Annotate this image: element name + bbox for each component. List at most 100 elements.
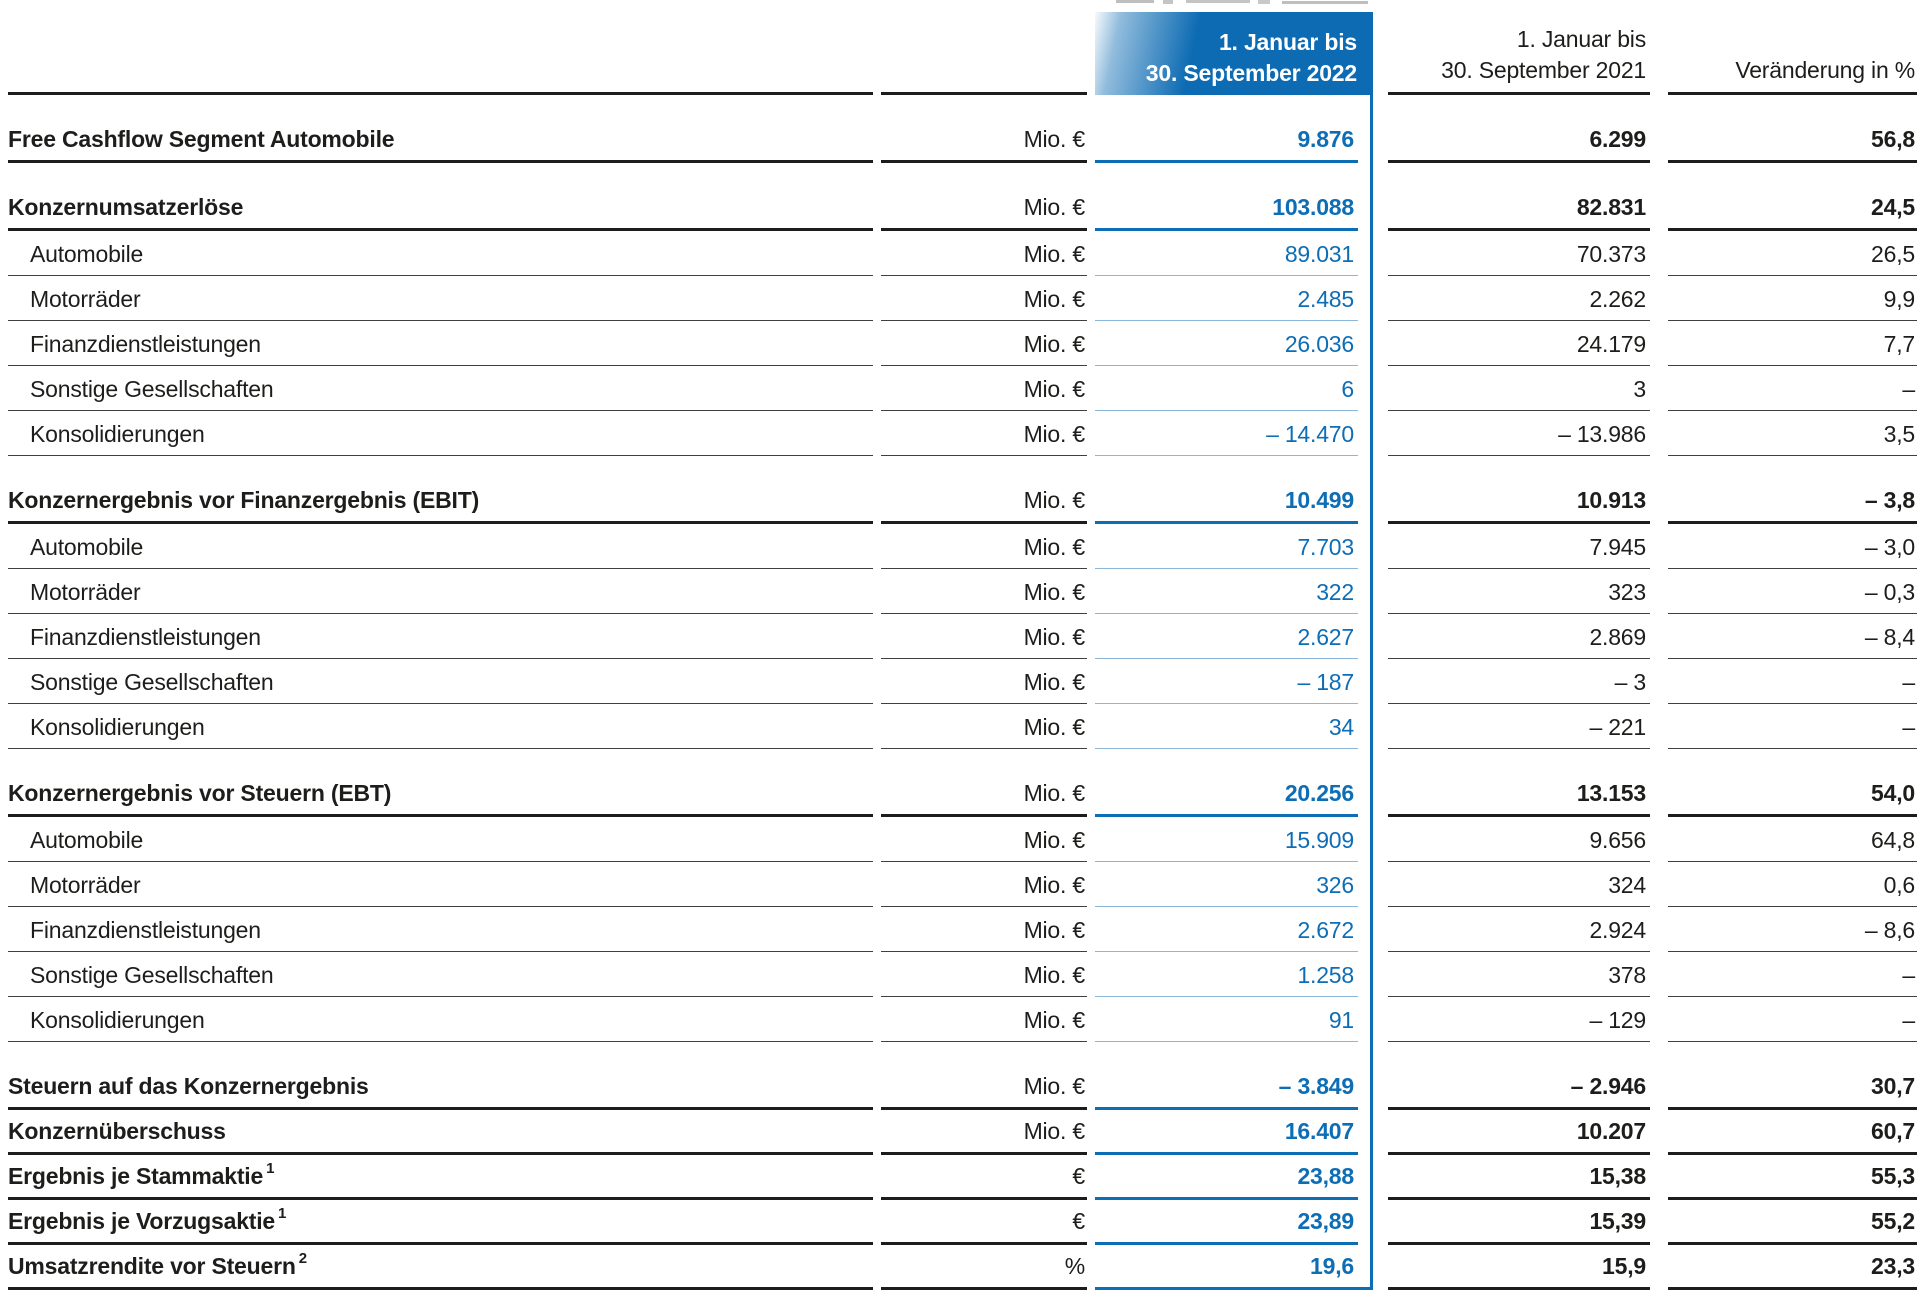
row-change: – 0,3 xyxy=(1668,569,1917,614)
row-label: Konzernüberschuss xyxy=(8,1110,873,1155)
row-change: 24,5 xyxy=(1668,163,1917,231)
row-label-text: Konsolidierungen xyxy=(30,1007,205,1033)
row-unit: Mio. € xyxy=(881,163,1087,231)
row-unit: Mio. € xyxy=(881,524,1087,569)
period-current-line2: 30. September 2022 xyxy=(1145,60,1357,86)
row-label-text: Motorräder xyxy=(30,579,141,605)
row-value-current: – 187 xyxy=(1095,659,1373,704)
row-value-current: 10.499 xyxy=(1095,456,1373,524)
row-value-prior: 7.945 xyxy=(1388,524,1650,569)
row-value-current-text: 34 xyxy=(1095,704,1358,749)
row-value-current: 23,88 xyxy=(1095,1155,1373,1200)
row-value-current-text: – 3.849 xyxy=(1095,1042,1358,1110)
row-change: 23,3 xyxy=(1668,1245,1917,1290)
period-prior-line1: 1. Januar bis xyxy=(1516,26,1646,52)
table-header-row: 1. Januar bis 30. September 2022 1. Janu… xyxy=(8,0,1917,95)
row-value-prior: 15,38 xyxy=(1388,1155,1650,1200)
row-unit: Mio. € xyxy=(881,749,1087,817)
row-unit: Mio. € xyxy=(881,95,1087,163)
footnote-marker: 1 xyxy=(278,1205,287,1222)
row-value-current-text: 19,6 xyxy=(1095,1245,1373,1290)
row-label: Automobile xyxy=(8,524,873,569)
row-label-text: Ergebnis je Vorzugsaktie xyxy=(8,1208,276,1234)
highlight-column-right-border xyxy=(1370,95,1373,1290)
row-value-current-text: 23,89 xyxy=(1095,1200,1358,1245)
row-unit: € xyxy=(881,1155,1087,1200)
row-change: 56,8 xyxy=(1668,95,1917,163)
row-value-prior: 2.924 xyxy=(1388,907,1650,952)
row-change: – 3,0 xyxy=(1668,524,1917,569)
row-label: Motorräder xyxy=(8,569,873,614)
row-label: Automobile xyxy=(8,231,873,276)
row-label: Umsatzrendite vor Steuern 2 xyxy=(8,1245,873,1290)
row-label-text: Konsolidierungen xyxy=(30,421,205,447)
table-row: Umsatzrendite vor Steuern 2% 19,6 15,9 23,3 xyxy=(8,1245,1917,1290)
row-label-text: Motorräder xyxy=(30,286,141,312)
row-unit: Mio. € xyxy=(881,614,1087,659)
row-value-current-text: 2.627 xyxy=(1095,614,1358,659)
row-label: Finanzdienstleistungen xyxy=(8,907,873,952)
row-value-prior: 15,39 xyxy=(1388,1200,1650,1245)
row-change: – xyxy=(1668,704,1917,749)
row-value-current-text: 9.876 xyxy=(1095,95,1358,163)
table-row: Konsolidierungen Mio. €34 – 221– xyxy=(8,704,1917,749)
row-change: 60,7 xyxy=(1668,1110,1917,1155)
row-label-text: Konzernumsatzerlöse xyxy=(8,194,244,220)
row-value-prior: – 129 xyxy=(1388,997,1650,1042)
header-period-prior: 1. Januar bis 30. September 2021 xyxy=(1388,0,1650,95)
footnote-marker: 2 xyxy=(298,1250,307,1267)
row-value-current-text: 10.499 xyxy=(1095,456,1358,524)
row-label-text: Konsolidierungen xyxy=(30,714,205,740)
row-value-prior: 10.207 xyxy=(1388,1110,1650,1155)
row-value-current: 322 xyxy=(1095,569,1373,614)
row-label: Konsolidierungen xyxy=(8,997,873,1042)
row-value-prior: 13.153 xyxy=(1388,749,1650,817)
row-value-current-text: 7.703 xyxy=(1095,524,1358,569)
row-value-current: 34 xyxy=(1095,704,1373,749)
row-value-prior: – 13.986 xyxy=(1388,411,1650,456)
table-row: Automobile Mio. €89.031 70.373 26,5 xyxy=(8,231,1917,276)
row-change: 55,3 xyxy=(1668,1155,1917,1200)
row-value-current: – 14.470 xyxy=(1095,411,1373,456)
table-row: Motorräder Mio. €2.485 2.262 9,9 xyxy=(8,276,1917,321)
row-value-prior: 10.913 xyxy=(1388,456,1650,524)
row-label-text: Sonstige Gesellschaften xyxy=(30,376,274,402)
row-value-current-text: 2.485 xyxy=(1095,276,1358,321)
row-change: 9,9 xyxy=(1668,276,1917,321)
row-value-current: 89.031 xyxy=(1095,231,1373,276)
row-value-current: 2.485 xyxy=(1095,276,1373,321)
row-label: Ergebnis je Vorzugsaktie 1 xyxy=(8,1200,873,1245)
row-unit: Mio. € xyxy=(881,569,1087,614)
row-value-prior: 2.262 xyxy=(1388,276,1650,321)
row-label-text: Automobile xyxy=(30,827,144,853)
table-body: Free Cashflow Segment Automobile Mio. €9.… xyxy=(8,95,1917,1290)
header-unit-column xyxy=(881,0,1087,95)
row-value-prior: 15,9 xyxy=(1388,1245,1650,1290)
row-value-current-text: 26.036 xyxy=(1095,321,1358,366)
row-value-prior: 70.373 xyxy=(1388,231,1650,276)
row-unit: Mio. € xyxy=(881,907,1087,952)
table-row: Sonstige Gesellschaften Mio. €1.258 378– xyxy=(8,952,1917,997)
row-label-text: Steuern auf das Konzernergebnis xyxy=(8,1073,369,1099)
row-label-text: Motorräder xyxy=(30,872,141,898)
row-unit: Mio. € xyxy=(881,276,1087,321)
row-value-prior: 324 xyxy=(1388,862,1650,907)
row-label: Konzernergebnis vor Steuern (EBT) xyxy=(8,749,873,817)
table-row: Free Cashflow Segment Automobile Mio. €9.… xyxy=(8,95,1917,163)
row-unit: % xyxy=(881,1245,1087,1290)
row-value-current-text: 2.672 xyxy=(1095,907,1358,952)
table-row: Konzernumsatzerlöse Mio. €103.088 82.831 24… xyxy=(8,163,1917,231)
row-unit: Mio. € xyxy=(881,862,1087,907)
row-label-text: Automobile xyxy=(30,534,144,560)
row-label-text: Free Cashflow Segment Automobile xyxy=(8,126,395,152)
row-value-current: 23,89 xyxy=(1095,1200,1373,1245)
row-unit: Mio. € xyxy=(881,231,1087,276)
table-row: Finanzdienstleistungen Mio. €26.036 24.179… xyxy=(8,321,1917,366)
row-label-text: Konzernergebnis vor Steuern (EBT) xyxy=(8,780,392,806)
row-unit: Mio. € xyxy=(881,1042,1087,1110)
table-row: Konsolidierungen Mio. €91 – 129– xyxy=(8,997,1917,1042)
table-row: Ergebnis je Vorzugsaktie 1 €23,89 15,39 55,2 xyxy=(8,1200,1917,1245)
row-label: Konzernergebnis vor Finanzergebnis (EBIT… xyxy=(8,456,873,524)
table-row: Konzernergebnis vor Finanzergebnis (EBIT… xyxy=(8,456,1917,524)
row-value-current: 19,6 xyxy=(1095,1245,1373,1290)
